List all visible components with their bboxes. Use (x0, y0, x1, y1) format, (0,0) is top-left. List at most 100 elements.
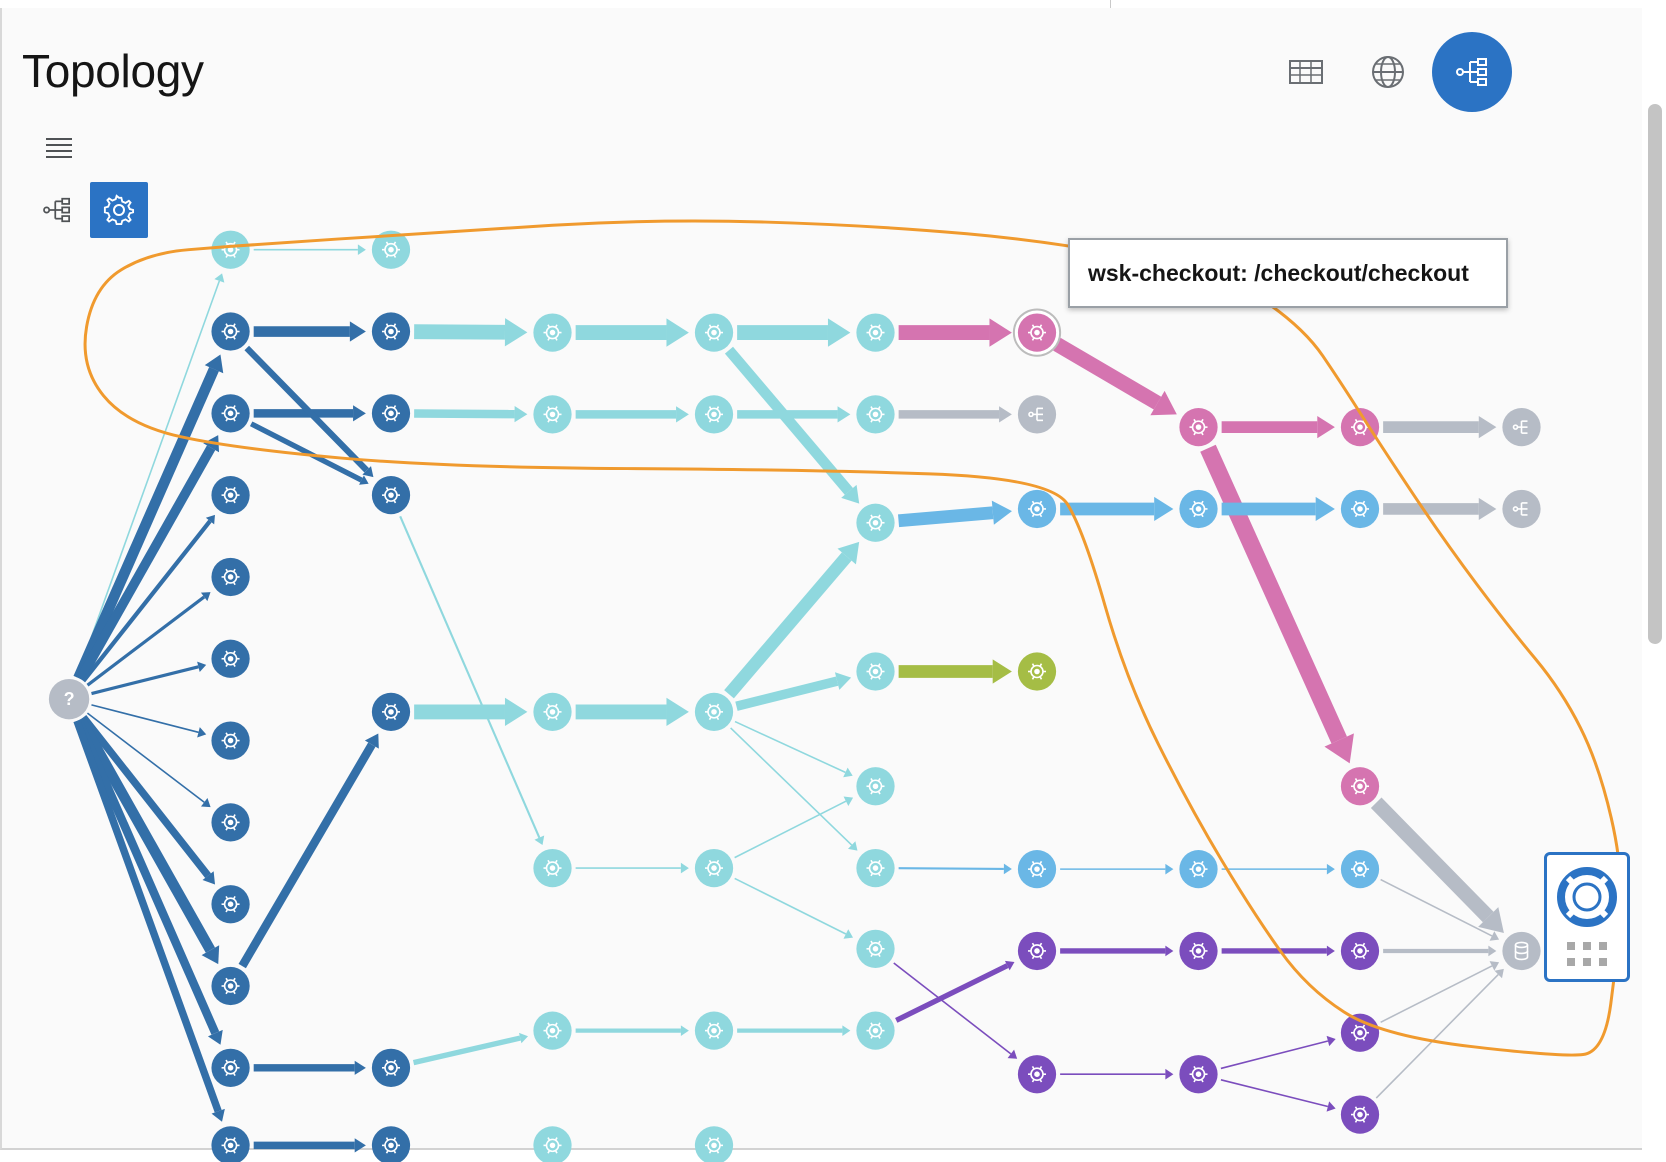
edge-e4-f4[interactable] (898, 659, 1012, 684)
node-g3[interactable] (1179, 850, 1218, 889)
edge-g1-h3[interactable] (1200, 444, 1354, 764)
edge-d1-e1[interactable] (737, 318, 851, 347)
edge-d4-e7[interactable] (734, 877, 854, 939)
node-d3[interactable] (694, 692, 734, 731)
node-e5[interactable] (856, 767, 895, 806)
node-e3[interactable] (856, 503, 895, 542)
node-d5[interactable] (694, 1011, 734, 1050)
scrollbar-thumb[interactable] (1648, 104, 1662, 644)
edge-c3-d3[interactable] (575, 697, 689, 727)
node-a9[interactable] (211, 885, 250, 924)
edge-u-a11[interactable] (74, 718, 223, 1045)
edge-u-a9[interactable] (80, 714, 216, 885)
edge-u-a4[interactable] (81, 514, 215, 683)
node-a5[interactable] (211, 557, 250, 597)
edge-e7-f7[interactable] (893, 962, 1018, 1059)
edge-g2-h2[interactable] (1221, 496, 1335, 522)
node-e4[interactable] (856, 652, 895, 691)
node-g1[interactable] (1179, 408, 1218, 447)
edge-u-a7[interactable] (91, 704, 207, 738)
node-a6[interactable] (211, 639, 250, 678)
node-a2[interactable] (211, 312, 250, 351)
edge-c2-d2[interactable] (575, 406, 689, 423)
edge-f3-g2[interactable] (1060, 496, 1174, 522)
node-a11[interactable] (211, 1048, 250, 1087)
node-d4[interactable] (694, 848, 734, 888)
node-c2[interactable] (533, 395, 572, 434)
node-f3[interactable] (1017, 489, 1057, 529)
node-b3[interactable] (371, 394, 411, 433)
edge-u-a2[interactable] (73, 354, 224, 681)
node-f5[interactable] (1017, 850, 1057, 889)
node-c5[interactable] (533, 1011, 572, 1050)
topology-view-button[interactable] (1432, 32, 1512, 112)
edge-d3-e3[interactable] (724, 541, 860, 699)
edge-b3-c2[interactable] (414, 406, 528, 423)
edge-a3-b3[interactable] (253, 405, 366, 422)
edge-u-a8[interactable] (86, 712, 211, 808)
edge-b4-c4[interactable] (399, 515, 545, 846)
edge-g5-h6[interactable] (1220, 1035, 1336, 1070)
edge-u-a12[interactable] (73, 719, 225, 1122)
edge-e6-f5[interactable] (898, 863, 1012, 875)
node-f4[interactable] (1017, 652, 1057, 691)
map-view-button[interactable] (1358, 42, 1418, 102)
node-h4[interactable] (1340, 850, 1380, 889)
node-a4[interactable] (211, 476, 250, 515)
node-b4[interactable] (371, 476, 411, 515)
node-c3[interactable] (533, 692, 572, 731)
node-f1[interactable] (1012, 308, 1062, 357)
edge-h6-i3[interactable] (1380, 961, 1500, 1024)
node-f7[interactable] (1017, 1055, 1057, 1094)
node-h7[interactable] (1340, 1095, 1380, 1134)
node-g4[interactable] (1179, 931, 1218, 971)
edge-d2-e2[interactable] (737, 406, 851, 423)
node-b5[interactable] (371, 692, 411, 731)
node-h3[interactable] (1340, 767, 1380, 806)
edge-a2-b4[interactable] (244, 345, 374, 478)
grid-icon[interactable] (1565, 940, 1609, 968)
node-a8[interactable] (211, 803, 250, 842)
node-c6[interactable] (533, 1126, 572, 1162)
edge-f5-g3[interactable] (1060, 863, 1174, 875)
node-a3[interactable] (211, 394, 250, 433)
edge-c5-d5[interactable] (575, 1025, 689, 1036)
node-b2[interactable] (371, 312, 411, 351)
node-i1[interactable] (1502, 408, 1541, 447)
node-h1[interactable] (1340, 408, 1380, 447)
node-c4[interactable] (533, 848, 572, 888)
node-c1[interactable] (533, 313, 572, 352)
edge-b5-c3[interactable] (414, 697, 528, 727)
edge-a2-b2[interactable] (253, 321, 366, 342)
edge-a11-b6[interactable] (253, 1060, 366, 1075)
edge-d3-e4[interactable] (735, 672, 852, 711)
node-e2[interactable] (856, 395, 895, 434)
node-f2[interactable] (1017, 395, 1057, 434)
edge-h7-i3[interactable] (1375, 968, 1504, 1099)
edge-h1-i1[interactable] (1383, 416, 1497, 439)
edge-f7-g5[interactable] (1060, 1068, 1174, 1080)
edge-h5-i3[interactable] (1383, 945, 1497, 957)
node-u[interactable]: ? (48, 678, 90, 720)
node-e7[interactable] (856, 929, 895, 968)
node-a12[interactable] (211, 1126, 250, 1162)
edge-b6-c5[interactable] (412, 1032, 529, 1066)
edge-u-a3[interactable] (76, 435, 220, 682)
edge-u-a6[interactable] (91, 661, 207, 696)
node-h5[interactable] (1340, 931, 1380, 971)
edge-e3-f3[interactable] (897, 500, 1012, 528)
node-g2[interactable] (1179, 489, 1218, 529)
help-widget[interactable] (1544, 852, 1630, 982)
node-e1[interactable] (856, 313, 895, 352)
edge-g3-h4[interactable] (1221, 863, 1335, 875)
node-e6[interactable] (856, 848, 895, 888)
node-h2[interactable] (1340, 489, 1380, 529)
edge-a3-b4[interactable] (249, 421, 369, 485)
table-view-button[interactable] (1276, 42, 1336, 102)
edge-b2-c1[interactable] (414, 318, 528, 347)
edge-h4-i3[interactable] (1380, 878, 1500, 941)
edge-c1-d1[interactable] (575, 318, 689, 347)
node-b7[interactable] (371, 1126, 411, 1162)
edge-g4-h5[interactable] (1221, 945, 1335, 957)
node-f6[interactable] (1017, 931, 1057, 971)
